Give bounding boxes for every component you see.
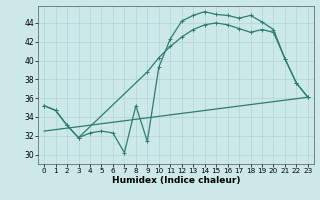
- X-axis label: Humidex (Indice chaleur): Humidex (Indice chaleur): [112, 176, 240, 185]
